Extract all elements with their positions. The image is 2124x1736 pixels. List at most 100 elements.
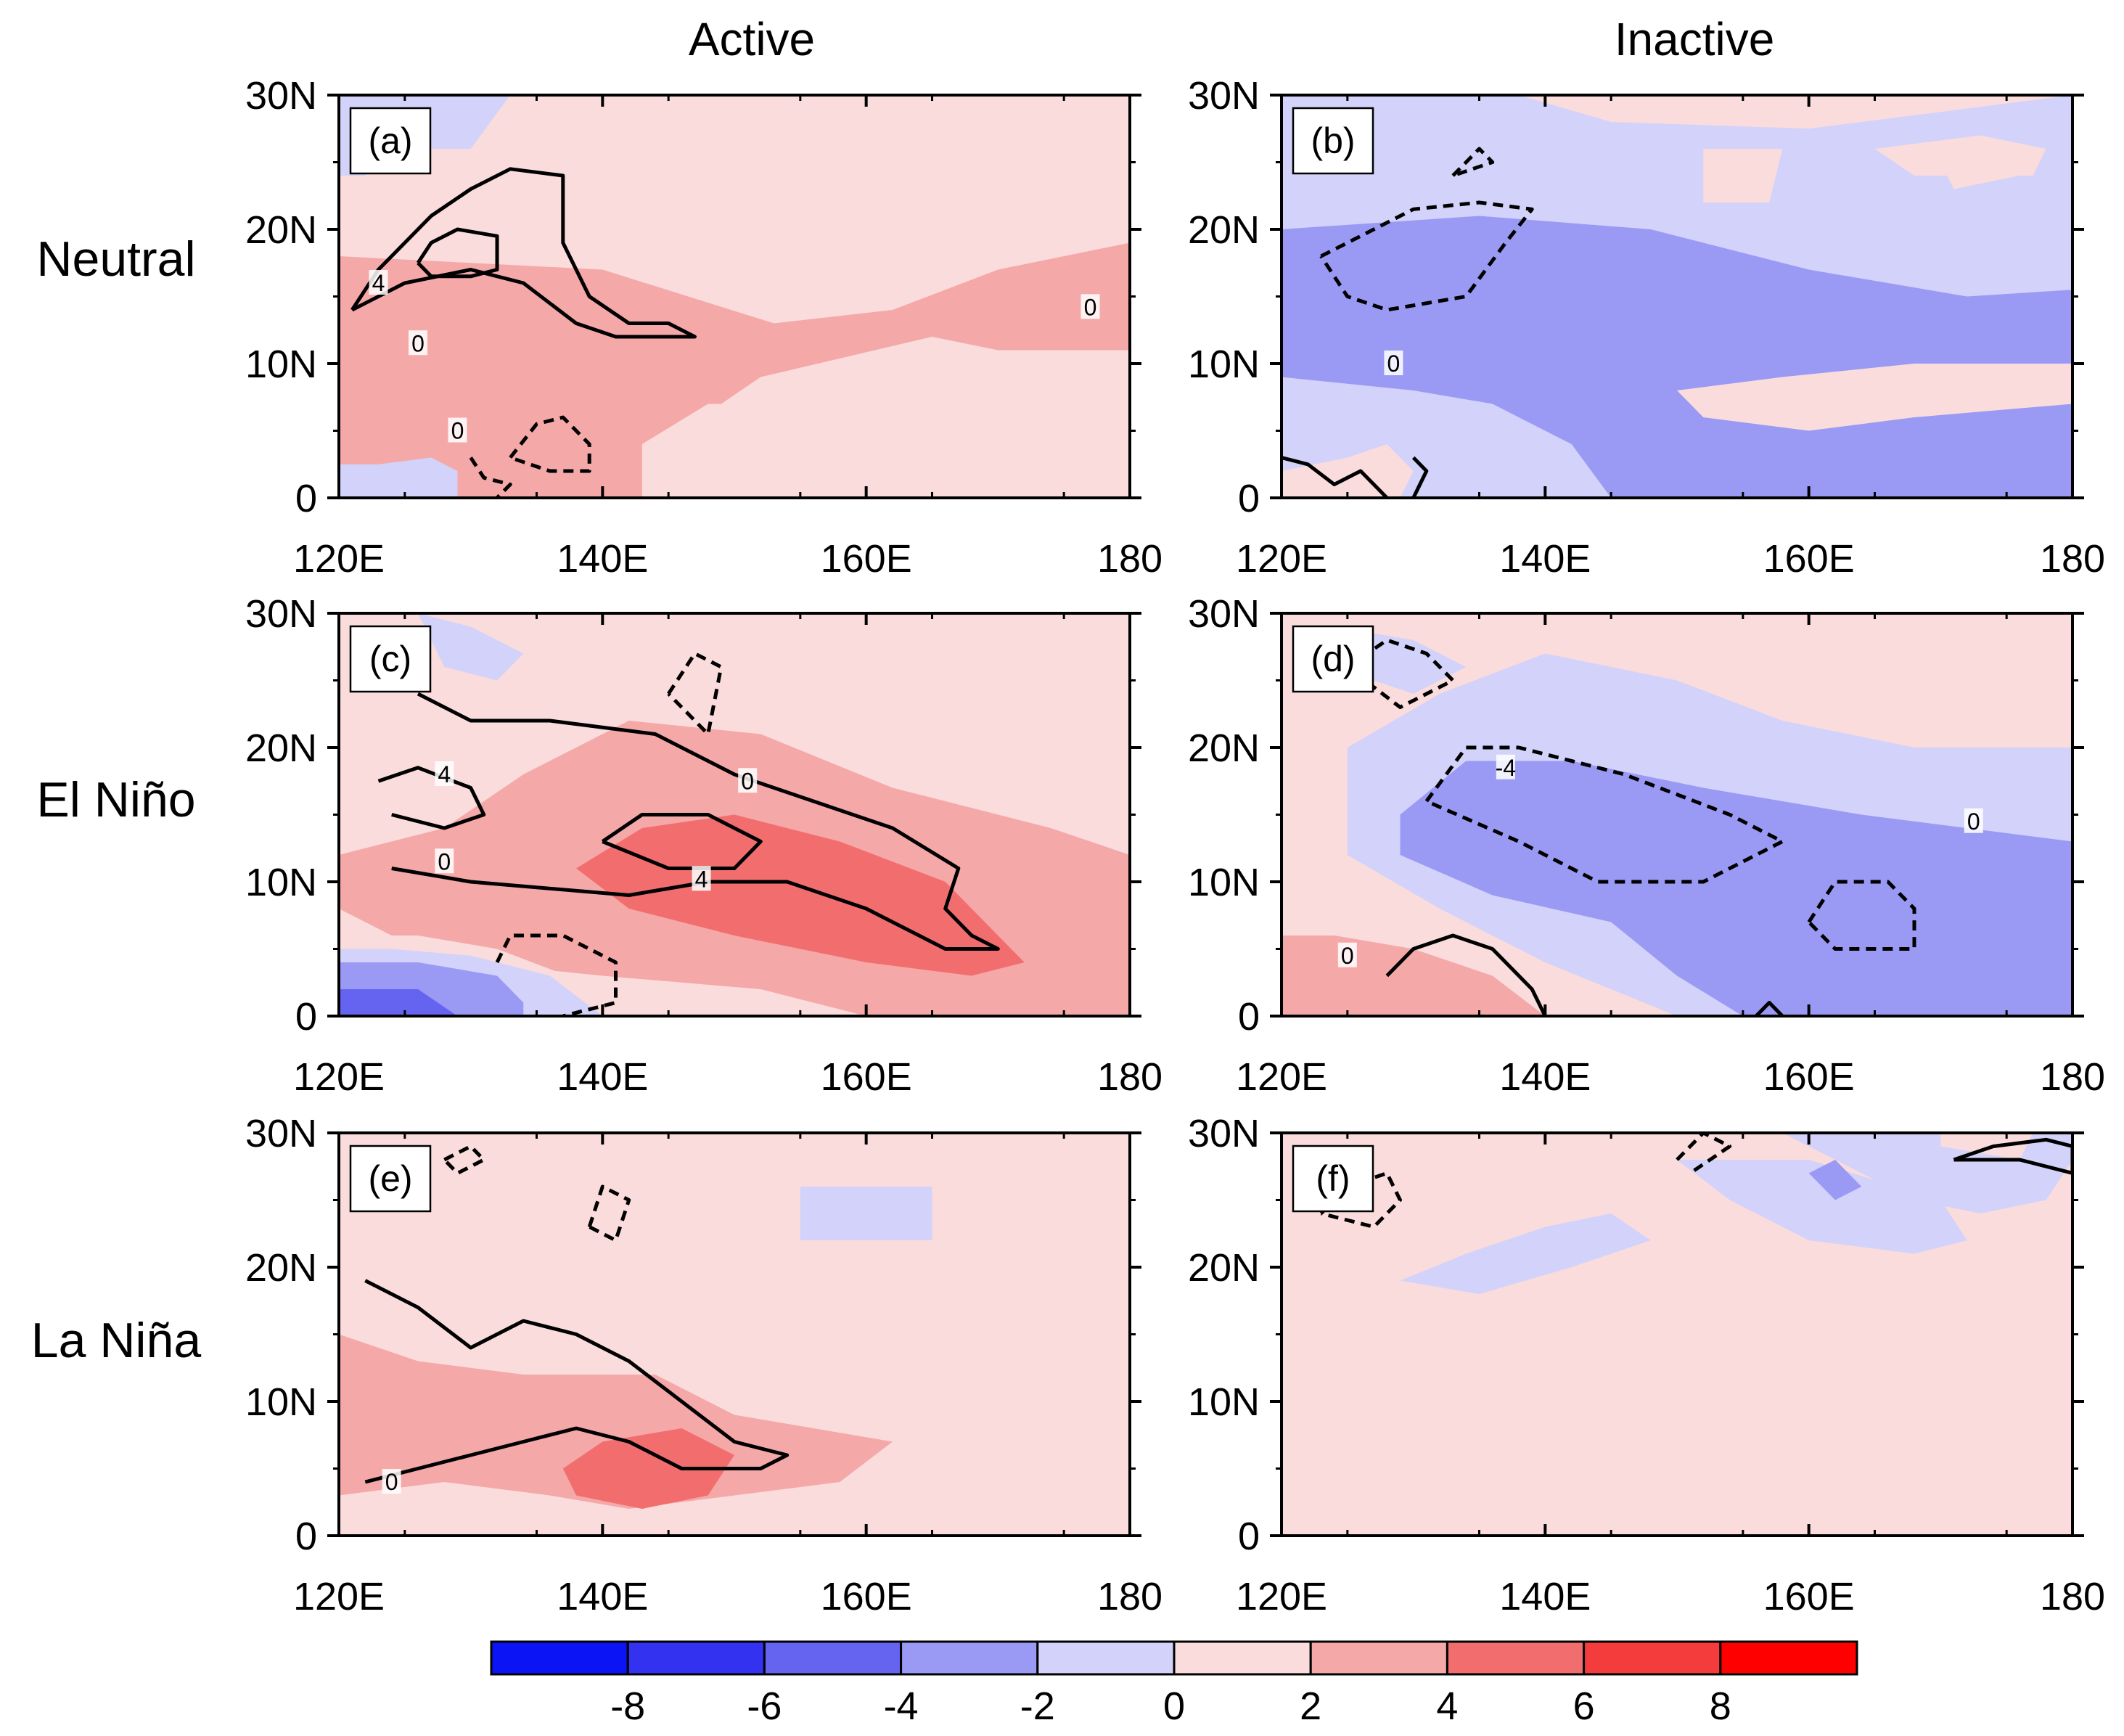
shaded-region: [1703, 149, 1783, 202]
colorbar-swatch: [1173, 1640, 1312, 1676]
x-tick-label: 140E: [1499, 1055, 1591, 1099]
x-tick-label: 180: [1097, 537, 1163, 581]
contour-positive: [377, 766, 486, 830]
shaded-region: [1400, 761, 2072, 1016]
y-tick-label: 30N: [1188, 1112, 1260, 1155]
x-tick-label: 140E: [557, 1575, 648, 1618]
colorbar-tick-label: 2: [1300, 1684, 1321, 1728]
y-tick-label: 30N: [1188, 592, 1260, 636]
contour-label: 0: [411, 330, 425, 356]
contour-negative: [1319, 200, 1534, 312]
contour-negative: [1346, 638, 1455, 709]
x-tick-label: 160E: [1763, 537, 1855, 581]
x-tick-label: 160E: [821, 537, 912, 581]
x-tick-label: 160E: [1763, 1055, 1855, 1099]
colorbar: -8 -6 -4 -2 0 2 4 6 8: [490, 1640, 1858, 1728]
contour-label: 0: [1967, 808, 1980, 835]
map-panel: 0 (b) 120E 140E 160E 180 0 10N 20N 30N: [1188, 74, 2105, 581]
colorbar-swatch: [1036, 1640, 1176, 1676]
contour-positive: [1411, 456, 1429, 498]
contour-label: 0: [741, 768, 754, 794]
y-tick-label: 0: [1238, 1515, 1260, 1558]
shaded-region: [1677, 1160, 1967, 1254]
x-tick-label: 120E: [293, 1575, 385, 1618]
shaded-region: [1282, 1482, 2072, 1536]
x-tick-label: 180: [1097, 1575, 1163, 1618]
contour-label: -4: [1496, 755, 1516, 781]
contour-label: 0: [1387, 351, 1401, 377]
shaded-region: [391, 1146, 1078, 1281]
row-title-la-nina: La Niña: [31, 1313, 202, 1368]
panel-label: (a): [368, 120, 412, 161]
y-tick-label: 0: [1238, 477, 1260, 520]
x-tick-label: 180: [2040, 1055, 2105, 1099]
y-tick-label: 10N: [245, 861, 317, 904]
colorbar-swatch: [1309, 1640, 1448, 1676]
shaded-region: [866, 1509, 1130, 1536]
colorbar-tick-label: -6: [747, 1684, 782, 1728]
panel-label: (c): [369, 639, 411, 679]
shaded-region: [1282, 1375, 1334, 1401]
x-tick-label: 120E: [1236, 1055, 1327, 1099]
contour-positive: [1282, 456, 1389, 498]
y-tick-label: 0: [1238, 995, 1260, 1039]
shaded-region: [339, 242, 1130, 498]
colorbar-tick-label: 0: [1163, 1684, 1185, 1728]
contour-positive: [1953, 1137, 2072, 1175]
y-tick-label: 10N: [245, 1380, 317, 1424]
colorbar-swatch: [763, 1640, 903, 1676]
shaded-region: [800, 1187, 932, 1240]
x-tick-label: 140E: [1499, 537, 1591, 581]
shaded-region: [339, 613, 708, 681]
contour-label: 0: [1084, 294, 1097, 320]
y-tick-label: 30N: [1188, 74, 1260, 118]
x-tick-label: 120E: [293, 537, 385, 581]
panel-label: (d): [1311, 639, 1355, 679]
y-tick-label: 30N: [245, 592, 317, 636]
contour-positive: [416, 227, 499, 279]
colorbar-swatch: [1719, 1640, 1858, 1676]
shaded-region: [1347, 1133, 2072, 1213]
colorbar-swatch: [490, 1640, 629, 1676]
colorbar-tick-label: -4: [884, 1684, 919, 1728]
x-tick-label: 160E: [821, 1575, 912, 1618]
contour-negative: [1676, 1133, 1732, 1175]
contour-negative: [1319, 1171, 1402, 1229]
y-tick-label: 10N: [1188, 861, 1260, 904]
shaded-region: [1519, 95, 2072, 129]
shaded-region: [1861, 613, 1941, 654]
y-tick-label: 0: [295, 1515, 317, 1558]
x-tick-label: 180: [1097, 1055, 1163, 1099]
map-panel: 0 (e) 120E 140E 160E 180 0 10N 20N 30N: [245, 1112, 1163, 1618]
colorbar-tick-label: 8: [1710, 1684, 1731, 1728]
y-tick-label: 10N: [245, 343, 317, 386]
shaded-region: [339, 95, 946, 176]
column-title-inactive: Inactive: [1615, 13, 1775, 65]
shaded-region: [1282, 444, 1414, 498]
shaded-region: [562, 1428, 734, 1509]
contour-label: 0: [385, 1469, 398, 1495]
shaded-region: [641, 404, 1130, 498]
panel-label: (f): [1316, 1158, 1350, 1199]
contour-label: 4: [372, 270, 385, 296]
contour-positive: [601, 813, 763, 870]
panel-grid: 4 0 0 0 (a) 120E 140E 160E 180 0 10N 20N 30N 0 (b) 120E…: [245, 74, 2105, 1618]
x-tick-label: 140E: [557, 537, 648, 581]
row-title-neutral: Neutral: [36, 232, 195, 287]
contour-negative: [469, 456, 512, 498]
y-tick-label: 0: [295, 477, 317, 520]
x-tick-label: 140E: [557, 1055, 648, 1099]
y-tick-label: 30N: [245, 74, 317, 118]
colorbar-tick-label: -2: [1020, 1684, 1055, 1728]
y-tick-label: 10N: [1188, 343, 1260, 386]
x-tick-label: 160E: [1763, 1575, 1855, 1618]
colorbar-tick-label: 6: [1573, 1684, 1595, 1728]
y-tick-label: 20N: [1188, 1246, 1260, 1290]
shaded-region: [1400, 1213, 1651, 1294]
contour-label: 0: [438, 848, 451, 875]
shaded-region: [1808, 1160, 1862, 1200]
contour-negative: [587, 1184, 631, 1242]
shaded-region: [1940, 1133, 2033, 1160]
contour-positive: [1385, 933, 1547, 1016]
